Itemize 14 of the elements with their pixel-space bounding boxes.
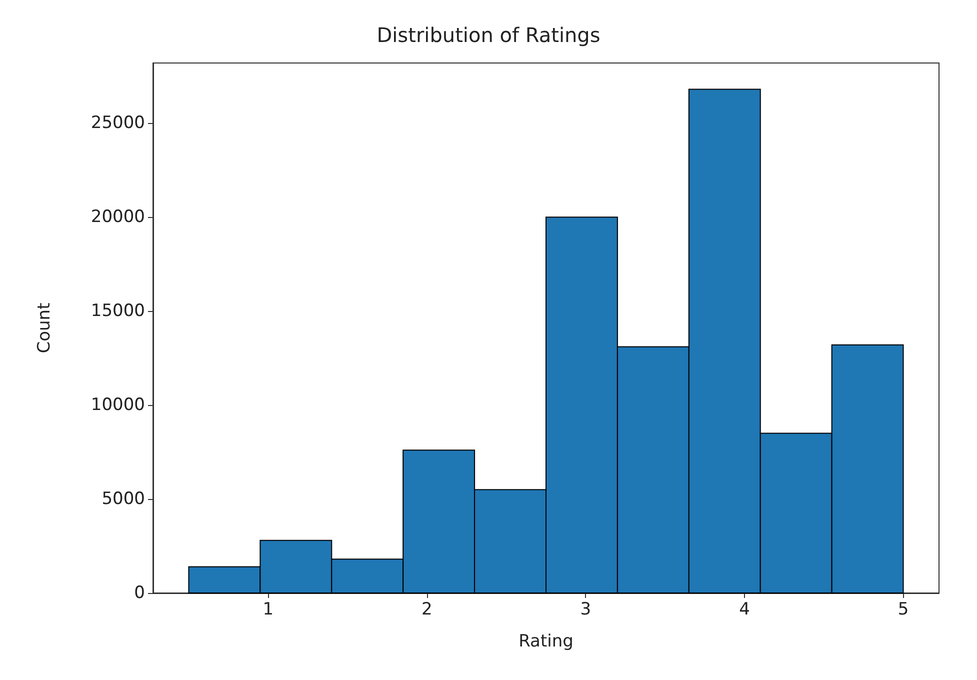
x-tick-label: 4: [739, 600, 750, 620]
chart-title: Distribution of Ratings: [376, 23, 600, 47]
x-tick-label: 5: [898, 600, 909, 620]
y-tick-label: 20000: [90, 207, 145, 228]
y-axis-title: Count: [34, 302, 54, 354]
y-tick-label: 15000: [90, 301, 145, 322]
y-tick-label: 10000: [90, 395, 145, 416]
x-tick-label: 3: [580, 600, 592, 620]
y-tick-label: 25000: [90, 113, 145, 134]
x-tick-label: 2: [421, 600, 432, 620]
y-tick-label: 0: [134, 583, 145, 603]
x-tick-label: 1: [262, 600, 274, 620]
x-axis-title: Rating: [518, 632, 574, 652]
y-tick-label: 5000: [102, 489, 145, 510]
